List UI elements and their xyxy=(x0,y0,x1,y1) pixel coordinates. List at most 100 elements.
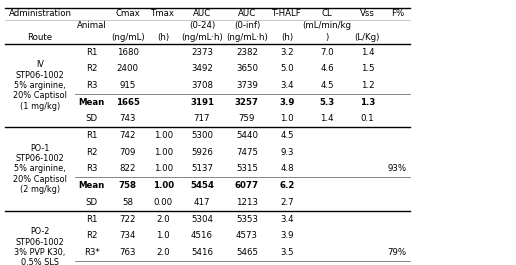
Text: 734: 734 xyxy=(120,231,136,240)
Text: R3*: R3* xyxy=(84,248,100,257)
Text: 5315: 5315 xyxy=(236,165,258,173)
Text: 1.3: 1.3 xyxy=(360,98,375,107)
Text: PO-2
STP06-1002
3% PVP K30,
0.5% SLS
(2 mg/kg): PO-2 STP06-1002 3% PVP K30, 0.5% SLS (2 … xyxy=(14,227,66,265)
Text: 1213: 1213 xyxy=(236,198,258,207)
Text: SD: SD xyxy=(86,114,98,123)
Text: Mean: Mean xyxy=(78,181,105,190)
Text: 3739: 3739 xyxy=(236,81,258,90)
Text: 7.0: 7.0 xyxy=(320,48,334,56)
Text: 0.00: 0.00 xyxy=(154,198,173,207)
Text: R1: R1 xyxy=(86,48,98,56)
Text: (h): (h) xyxy=(157,33,169,42)
Text: SD: SD xyxy=(86,198,98,207)
Text: 2.0: 2.0 xyxy=(156,248,170,257)
Text: ): ) xyxy=(326,33,329,42)
Text: 1.5: 1.5 xyxy=(361,64,374,73)
Text: 5465: 5465 xyxy=(236,248,258,257)
Text: 742: 742 xyxy=(120,131,136,140)
Text: 1.0: 1.0 xyxy=(156,231,170,240)
Text: R1: R1 xyxy=(86,215,98,223)
Text: 722: 722 xyxy=(120,215,136,223)
Text: 4516: 4516 xyxy=(191,231,213,240)
Text: 93%: 93% xyxy=(388,165,407,173)
Text: 1.00: 1.00 xyxy=(154,131,173,140)
Text: 743: 743 xyxy=(120,114,136,123)
Text: 3.9: 3.9 xyxy=(280,231,294,240)
Text: 4.5: 4.5 xyxy=(320,81,334,90)
Text: 3.4: 3.4 xyxy=(280,215,294,223)
Text: (0-24): (0-24) xyxy=(189,21,215,30)
Text: (mL/min/kg: (mL/min/kg xyxy=(303,21,351,30)
Text: 5.0: 5.0 xyxy=(280,64,294,73)
Text: 3.2: 3.2 xyxy=(280,48,294,56)
Text: 915: 915 xyxy=(120,81,136,90)
Text: 3191: 3191 xyxy=(190,98,214,107)
Text: 1.0: 1.0 xyxy=(280,114,294,123)
Text: 79%: 79% xyxy=(388,248,407,257)
Text: 2.7: 2.7 xyxy=(280,198,294,207)
Text: IV
STP06-1002
5% arginine,
20% Captisol
(1 mg/kg): IV STP06-1002 5% arginine, 20% Captisol … xyxy=(13,60,67,111)
Text: Route: Route xyxy=(27,33,53,42)
Text: 1.00: 1.00 xyxy=(154,165,173,173)
Text: 1665: 1665 xyxy=(116,98,140,107)
Text: 58: 58 xyxy=(122,198,133,207)
Text: 5440: 5440 xyxy=(236,131,258,140)
Text: (ng/mL): (ng/mL) xyxy=(111,33,144,42)
Text: 5454: 5454 xyxy=(190,181,214,190)
Text: 2373: 2373 xyxy=(191,48,213,56)
Text: R2: R2 xyxy=(86,148,98,157)
Text: 5353: 5353 xyxy=(236,215,258,223)
Text: 5926: 5926 xyxy=(191,148,213,157)
Text: (0-inf): (0-inf) xyxy=(234,21,260,30)
Text: Animal: Animal xyxy=(77,21,106,30)
Text: 763: 763 xyxy=(120,248,136,257)
Text: 0.1: 0.1 xyxy=(361,114,374,123)
Text: 3.4: 3.4 xyxy=(280,81,294,90)
Text: 1.4: 1.4 xyxy=(361,48,374,56)
Text: 4.6: 4.6 xyxy=(320,64,334,73)
Text: R3: R3 xyxy=(86,165,98,173)
Text: 4.5: 4.5 xyxy=(280,131,294,140)
Text: Mean: Mean xyxy=(78,98,105,107)
Text: R2: R2 xyxy=(86,231,98,240)
Text: 417: 417 xyxy=(194,198,210,207)
Text: 6077: 6077 xyxy=(235,181,259,190)
Text: CL: CL xyxy=(322,10,332,18)
Text: R3: R3 xyxy=(86,81,98,90)
Text: Vss: Vss xyxy=(360,10,375,18)
Text: (ng/mL·h): (ng/mL·h) xyxy=(226,33,268,42)
Text: 2.0: 2.0 xyxy=(156,215,170,223)
Text: R2: R2 xyxy=(86,64,98,73)
Text: Administration: Administration xyxy=(8,10,72,18)
Text: 822: 822 xyxy=(120,165,136,173)
Text: 5300: 5300 xyxy=(191,131,213,140)
Text: T-HALF: T-HALF xyxy=(272,10,302,18)
Text: 4.8: 4.8 xyxy=(280,165,294,173)
Text: PO-1
STP06-1002
5% arginine,
20% Captisol
(2 mg/kg): PO-1 STP06-1002 5% arginine, 20% Captiso… xyxy=(13,144,67,194)
Text: (ng/mL·h): (ng/mL·h) xyxy=(181,33,223,42)
Text: 6.2: 6.2 xyxy=(279,181,295,190)
Text: 3.9: 3.9 xyxy=(279,98,295,107)
Text: 5137: 5137 xyxy=(191,165,213,173)
Text: 3650: 3650 xyxy=(236,64,258,73)
Text: 3708: 3708 xyxy=(191,81,213,90)
Text: 1.4: 1.4 xyxy=(320,114,334,123)
Text: 5.3: 5.3 xyxy=(319,98,335,107)
Text: (h): (h) xyxy=(281,33,293,42)
Text: 3.5: 3.5 xyxy=(280,248,294,257)
Text: 2382: 2382 xyxy=(236,48,258,56)
Text: 758: 758 xyxy=(119,181,137,190)
Text: 5416: 5416 xyxy=(191,248,213,257)
Text: AUC: AUC xyxy=(193,10,211,18)
Text: 709: 709 xyxy=(120,148,136,157)
Text: (L/Kg): (L/Kg) xyxy=(354,33,380,42)
Text: 1.2: 1.2 xyxy=(361,81,374,90)
Text: 3492: 3492 xyxy=(191,64,213,73)
Text: Cmax: Cmax xyxy=(116,10,140,18)
Text: 7475: 7475 xyxy=(236,148,258,157)
Text: 1680: 1680 xyxy=(117,48,139,56)
Text: 2400: 2400 xyxy=(117,64,139,73)
Text: 9.3: 9.3 xyxy=(280,148,294,157)
Text: 759: 759 xyxy=(239,114,255,123)
Text: Tmax: Tmax xyxy=(151,10,175,18)
